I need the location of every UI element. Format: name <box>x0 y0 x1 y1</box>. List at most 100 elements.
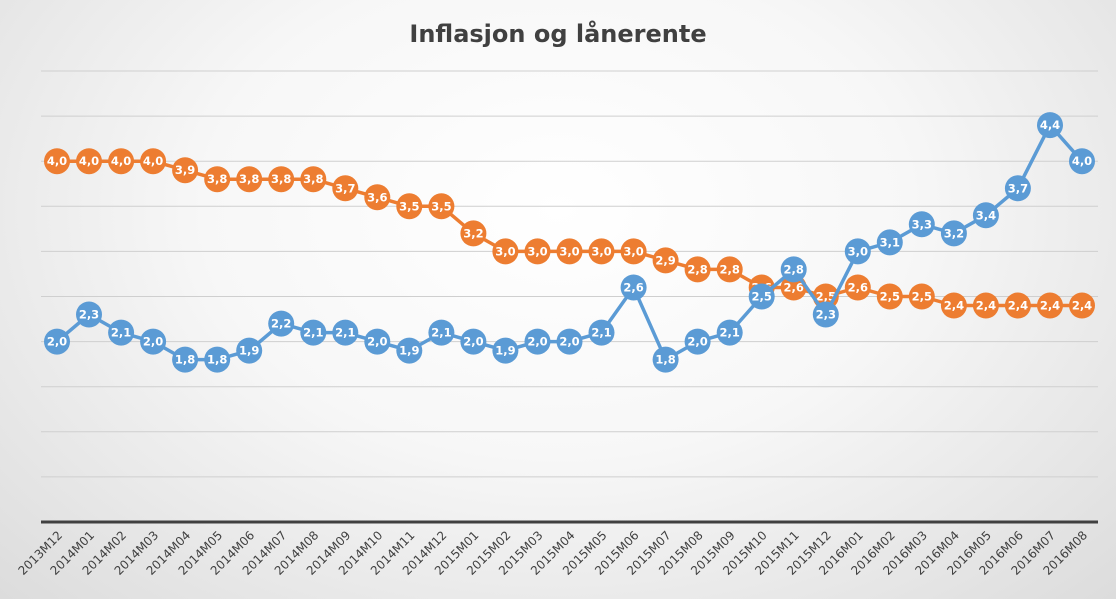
data-point <box>332 175 359 202</box>
data-label: 2,3 <box>816 308 836 322</box>
data-label: 3,8 <box>239 172 259 186</box>
data-point <box>364 328 391 355</box>
data-label: 2,6 <box>623 281 643 295</box>
data-label: 2,6 <box>848 281 868 295</box>
chart-title: Inflasjon og lånerente <box>409 19 706 48</box>
data-point <box>1004 292 1031 319</box>
data-point <box>76 148 102 175</box>
data-label: 2,4 <box>976 299 996 313</box>
data-point <box>556 328 583 355</box>
data-point <box>172 346 199 373</box>
data-label: 4,4 <box>1040 118 1060 132</box>
data-label: 3,6 <box>367 190 387 204</box>
data-point <box>396 337 423 364</box>
data-label: 2,0 <box>687 335 707 349</box>
data-label: 2,0 <box>367 335 387 349</box>
data-point <box>364 184 391 211</box>
data-label: 3,7 <box>1008 181 1028 195</box>
data-point <box>620 274 647 301</box>
data-point <box>1069 292 1095 319</box>
data-point <box>844 274 871 301</box>
data-label: 3,2 <box>944 226 964 240</box>
data-label: 1,8 <box>175 353 195 367</box>
data-label: 3,7 <box>335 181 355 195</box>
data-point <box>428 193 455 220</box>
data-point <box>396 193 423 220</box>
x-axis-ticks: 2013M122014M012014M022014M032014M042014M… <box>16 528 1091 578</box>
data-point <box>492 337 519 364</box>
data-point <box>236 166 263 193</box>
data-point <box>1037 112 1063 139</box>
series-0: 4,0 4,0 4,0 4,0 3,9 3,8 3,8 3,8 3,8 3,7 3,6 3,5 3,5 3… <box>44 148 1095 319</box>
data-label: 4,0 <box>47 154 67 168</box>
data-point <box>908 283 935 310</box>
data-label: 1,9 <box>495 344 515 358</box>
data-label: 3,3 <box>912 217 932 231</box>
data-label: 2,1 <box>111 326 131 340</box>
data-label: 2,1 <box>303 326 323 340</box>
data-label: 2,5 <box>816 290 836 304</box>
data-label: 4,0 <box>79 154 99 168</box>
data-point <box>1069 148 1095 175</box>
data-point <box>812 301 839 328</box>
data-label: 3,8 <box>207 172 227 186</box>
data-label: 2,0 <box>463 335 483 349</box>
data-point <box>588 319 615 346</box>
data-label: 3,0 <box>495 244 515 258</box>
data-label: 4,0 <box>1072 154 1092 168</box>
data-label: 2,1 <box>720 326 740 340</box>
data-point <box>844 238 871 265</box>
data-point <box>300 166 327 193</box>
data-point <box>172 157 199 184</box>
data-label: 3,0 <box>559 244 579 258</box>
data-point <box>524 328 551 355</box>
data-label: 1,8 <box>655 353 675 367</box>
data-label: 1,9 <box>399 344 419 358</box>
data-label: 3,0 <box>623 244 643 258</box>
data-label: 2,0 <box>527 335 547 349</box>
data-point <box>940 292 967 319</box>
data-point <box>940 220 967 247</box>
data-label: 2,1 <box>335 326 355 340</box>
data-point <box>524 238 551 265</box>
data-point <box>652 247 679 274</box>
data-label: 3,0 <box>591 244 611 258</box>
data-point <box>268 166 295 193</box>
data-point <box>972 202 999 229</box>
data-label: 3,8 <box>271 172 291 186</box>
data-point <box>140 148 167 175</box>
data-label: 2,3 <box>79 308 99 322</box>
data-label: 3,5 <box>399 199 419 213</box>
data-label: 4,0 <box>111 154 131 168</box>
data-label: 2,8 <box>784 262 804 276</box>
data-point <box>108 319 135 346</box>
data-label: 2,5 <box>880 290 900 304</box>
data-label: 2,0 <box>143 335 163 349</box>
data-label: 3,8 <box>303 172 323 186</box>
data-point <box>492 238 519 265</box>
data-label: 2,8 <box>720 262 740 276</box>
series-1: 2,0 2,3 2,1 2,0 1,8 1,8 1,9 2,2 2,1 2,1 2,0 1,9 2,1 2… <box>44 112 1095 373</box>
data-point <box>460 220 487 247</box>
data-label: 2,4 <box>1008 299 1028 313</box>
data-label: 2,4 <box>944 299 964 313</box>
data-label: 3,1 <box>880 235 900 249</box>
data-label: 1,8 <box>207 353 227 367</box>
data-label: 2,4 <box>1040 299 1060 313</box>
data-point <box>1037 292 1063 319</box>
data-point <box>972 292 999 319</box>
data-label: 2,9 <box>655 253 675 267</box>
data-label: 2,5 <box>912 290 932 304</box>
data-point <box>332 319 359 346</box>
data-point <box>76 301 102 328</box>
data-label: 4,0 <box>143 154 163 168</box>
data-point <box>44 148 70 175</box>
data-point <box>460 328 487 355</box>
data-label: 2,4 <box>1072 299 1092 313</box>
data-label: 2,0 <box>559 335 579 349</box>
data-point <box>428 319 455 346</box>
gridlines <box>41 70 1098 524</box>
data-label: 2,5 <box>752 290 772 304</box>
data-point <box>716 319 743 346</box>
